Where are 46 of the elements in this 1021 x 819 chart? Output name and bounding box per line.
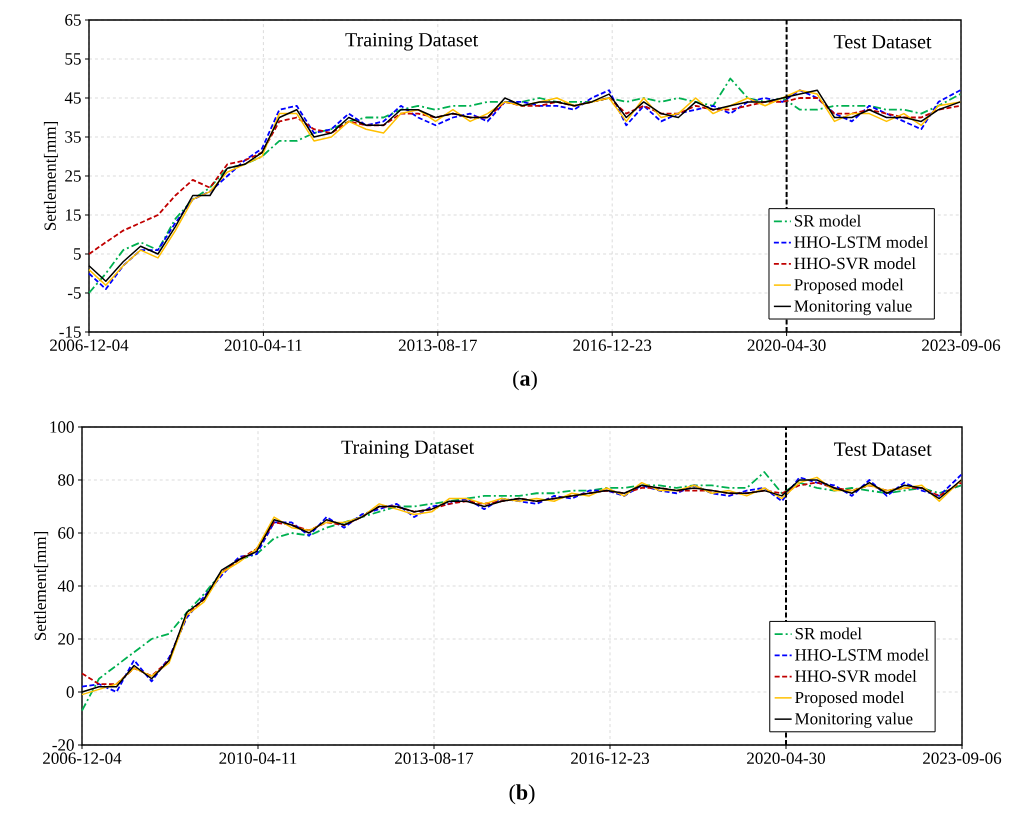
- x-tick-label: 2023-09-06: [922, 339, 1001, 351]
- x-tick-label: 2020-04-30: [747, 752, 826, 764]
- annotation: Test Dataset: [833, 35, 932, 49]
- legend-label: HHO-SVR model: [795, 669, 917, 682]
- y-tick-label: -5: [67, 287, 81, 299]
- x-tick-label: 2020-04-30: [747, 339, 826, 351]
- x-tick-label: 2013-08-17: [395, 752, 474, 764]
- y-tick-label: 40: [57, 580, 74, 592]
- x-tick-label: 2010-04-11: [219, 752, 297, 764]
- y-tick-label: 0: [66, 686, 74, 698]
- legend-label: SR model: [795, 627, 862, 640]
- y-tick-label: -15: [59, 326, 81, 338]
- y-tick-label: 55: [65, 53, 81, 65]
- legend-label: HHO-LSTM model: [794, 235, 929, 248]
- y-tick-label: 35: [65, 131, 81, 143]
- legend-label: Monitoring value: [795, 712, 913, 728]
- legend-label: SR model: [794, 214, 861, 227]
- legend-label: Monitoring value: [794, 299, 912, 316]
- legend-label: Proposed model: [794, 278, 904, 294]
- y-axis-title: Settlement[mm]: [43, 121, 58, 231]
- y-tick-label: 20: [58, 633, 74, 645]
- x-tick-label: 2016-12-23: [573, 339, 652, 351]
- x-tick-label: 2016-12-23: [571, 752, 650, 764]
- legend-label: HHO-SVR model: [794, 257, 916, 270]
- y-tick-label: 5: [73, 248, 81, 260]
- y-tick-label: 60: [58, 527, 74, 539]
- x-tick-label: 2006-12-04: [43, 752, 122, 764]
- annotation: Training Dataset: [341, 440, 475, 459]
- x-tick-label: 2006-12-04: [50, 339, 129, 351]
- x-tick-label: 2023-09-06: [923, 752, 1002, 764]
- y-tick-label: 25: [65, 170, 81, 182]
- y-tick-label: 80: [58, 474, 74, 486]
- y-tick-label: 65: [65, 14, 81, 26]
- legend-label: Proposed model: [795, 691, 905, 707]
- legend-label: HHO-LSTM model: [795, 648, 929, 661]
- x-tick-label: 2010-04-11: [224, 339, 302, 351]
- annotation: Training Dataset: [345, 33, 479, 51]
- y-tick-label: 100: [50, 421, 74, 433]
- y-axis-title: Settlement[mm]: [34, 531, 49, 641]
- text: (b): [509, 784, 535, 805]
- annotation: Test Dataset: [834, 442, 932, 456]
- text: (a): [513, 370, 537, 391]
- y-tick-label: 45: [64, 92, 81, 104]
- x-tick-label: 2013-08-17: [398, 339, 477, 351]
- y-tick-label: -20: [52, 739, 74, 751]
- y-tick-label: 15: [65, 209, 81, 221]
